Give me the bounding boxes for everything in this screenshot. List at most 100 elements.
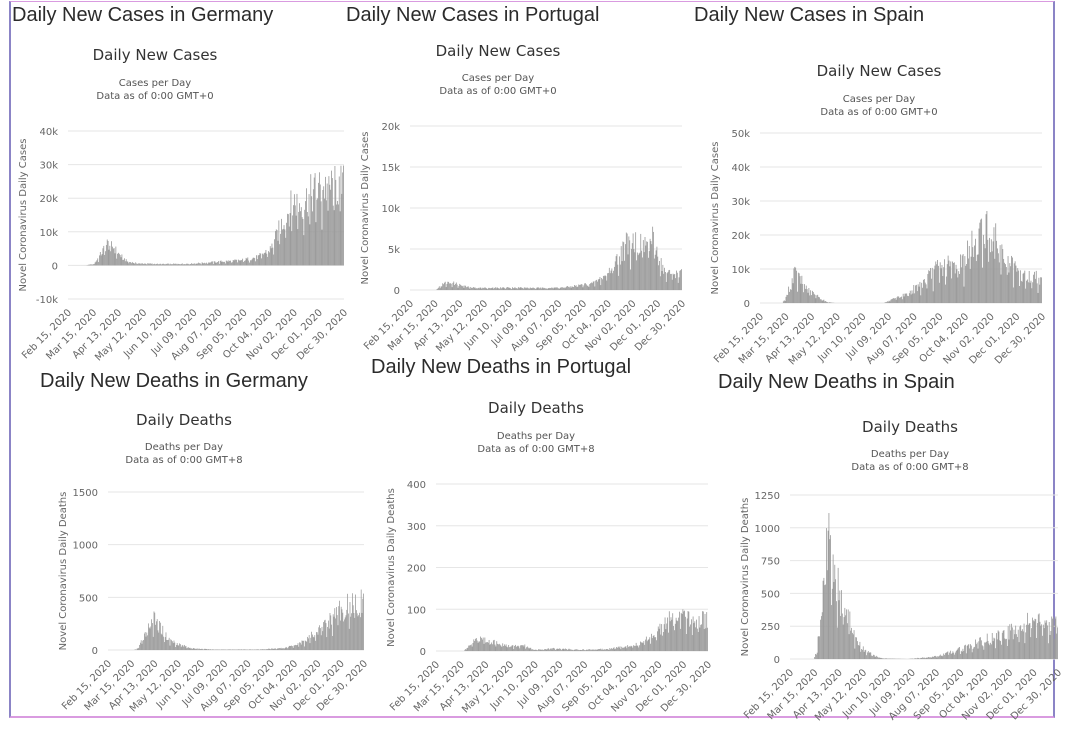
bar [853, 634, 854, 659]
bar [521, 287, 522, 290]
bar [651, 244, 652, 290]
bar [258, 649, 259, 650]
bar [254, 649, 255, 650]
bar [814, 294, 815, 303]
bar [139, 264, 140, 266]
bar [309, 635, 310, 650]
bar [617, 265, 618, 290]
bar [518, 646, 519, 651]
bar [662, 265, 663, 290]
bar [1048, 643, 1049, 659]
bar [266, 649, 267, 650]
bar [504, 288, 505, 290]
bar [337, 615, 338, 650]
bar [244, 649, 245, 650]
bar [342, 613, 343, 650]
bar [538, 287, 539, 290]
bar [702, 611, 703, 651]
bar [361, 590, 362, 650]
bar [1047, 625, 1048, 659]
bar [468, 286, 469, 290]
bar [94, 264, 95, 266]
bar [1001, 244, 1002, 303]
bar [984, 244, 985, 303]
bar [276, 229, 277, 265]
bar [531, 649, 532, 651]
bar [182, 645, 183, 650]
bar [313, 637, 314, 650]
bar [1023, 274, 1024, 303]
bar [886, 302, 887, 303]
bar [282, 649, 283, 650]
bar [510, 647, 511, 651]
bar [298, 212, 299, 265]
bar [341, 166, 342, 266]
bar [924, 279, 925, 303]
bar [145, 632, 146, 650]
bar [611, 268, 612, 290]
bar [615, 261, 616, 290]
bar [676, 618, 677, 651]
bar [801, 284, 802, 303]
bar [347, 594, 348, 650]
bar [829, 513, 830, 659]
bar [831, 605, 832, 659]
bar [105, 251, 106, 265]
bar [297, 194, 298, 266]
bar [1006, 267, 1007, 303]
bar [154, 611, 155, 650]
bar [128, 262, 129, 266]
bar [208, 649, 209, 650]
bar [944, 259, 945, 303]
bar [235, 260, 236, 266]
bar [616, 647, 617, 651]
bar [199, 263, 200, 265]
bar [962, 652, 963, 659]
bar [290, 646, 291, 650]
bar [544, 288, 545, 290]
bar [345, 617, 346, 650]
bar [991, 644, 992, 659]
bar [1055, 617, 1056, 659]
bar [325, 620, 326, 650]
bar [475, 288, 476, 290]
bar [856, 637, 857, 659]
bar [821, 616, 822, 659]
bar [989, 238, 990, 303]
bar [152, 623, 153, 650]
bar [333, 614, 334, 650]
bar [972, 231, 973, 303]
bar [603, 276, 604, 290]
bar [936, 264, 937, 303]
bar [988, 644, 989, 659]
bar [623, 242, 624, 290]
bar [1035, 619, 1036, 659]
bar [538, 287, 539, 290]
bar [495, 287, 496, 290]
bar [146, 264, 147, 265]
bar [994, 259, 995, 303]
bar [314, 178, 315, 266]
y-tick-label: 40k [39, 127, 58, 138]
bar [953, 653, 954, 659]
bar [337, 201, 338, 265]
bar [925, 283, 926, 303]
bar [911, 294, 912, 303]
bar [818, 637, 819, 659]
bar [1016, 266, 1017, 303]
bar [283, 648, 284, 650]
bar [310, 643, 311, 650]
bar [236, 260, 237, 266]
bar [142, 644, 143, 650]
bar [580, 650, 581, 651]
bar [941, 656, 942, 659]
bar [894, 298, 895, 303]
bar [977, 643, 978, 659]
bar [877, 657, 878, 659]
bar [533, 288, 534, 290]
bar [991, 239, 992, 303]
bar [603, 650, 604, 651]
bar [215, 262, 216, 266]
bar [934, 266, 935, 303]
bar [336, 607, 337, 650]
